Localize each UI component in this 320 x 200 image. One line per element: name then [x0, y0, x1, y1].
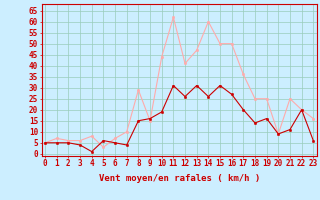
X-axis label: Vent moyen/en rafales ( km/h ): Vent moyen/en rafales ( km/h ) [99, 174, 260, 183]
